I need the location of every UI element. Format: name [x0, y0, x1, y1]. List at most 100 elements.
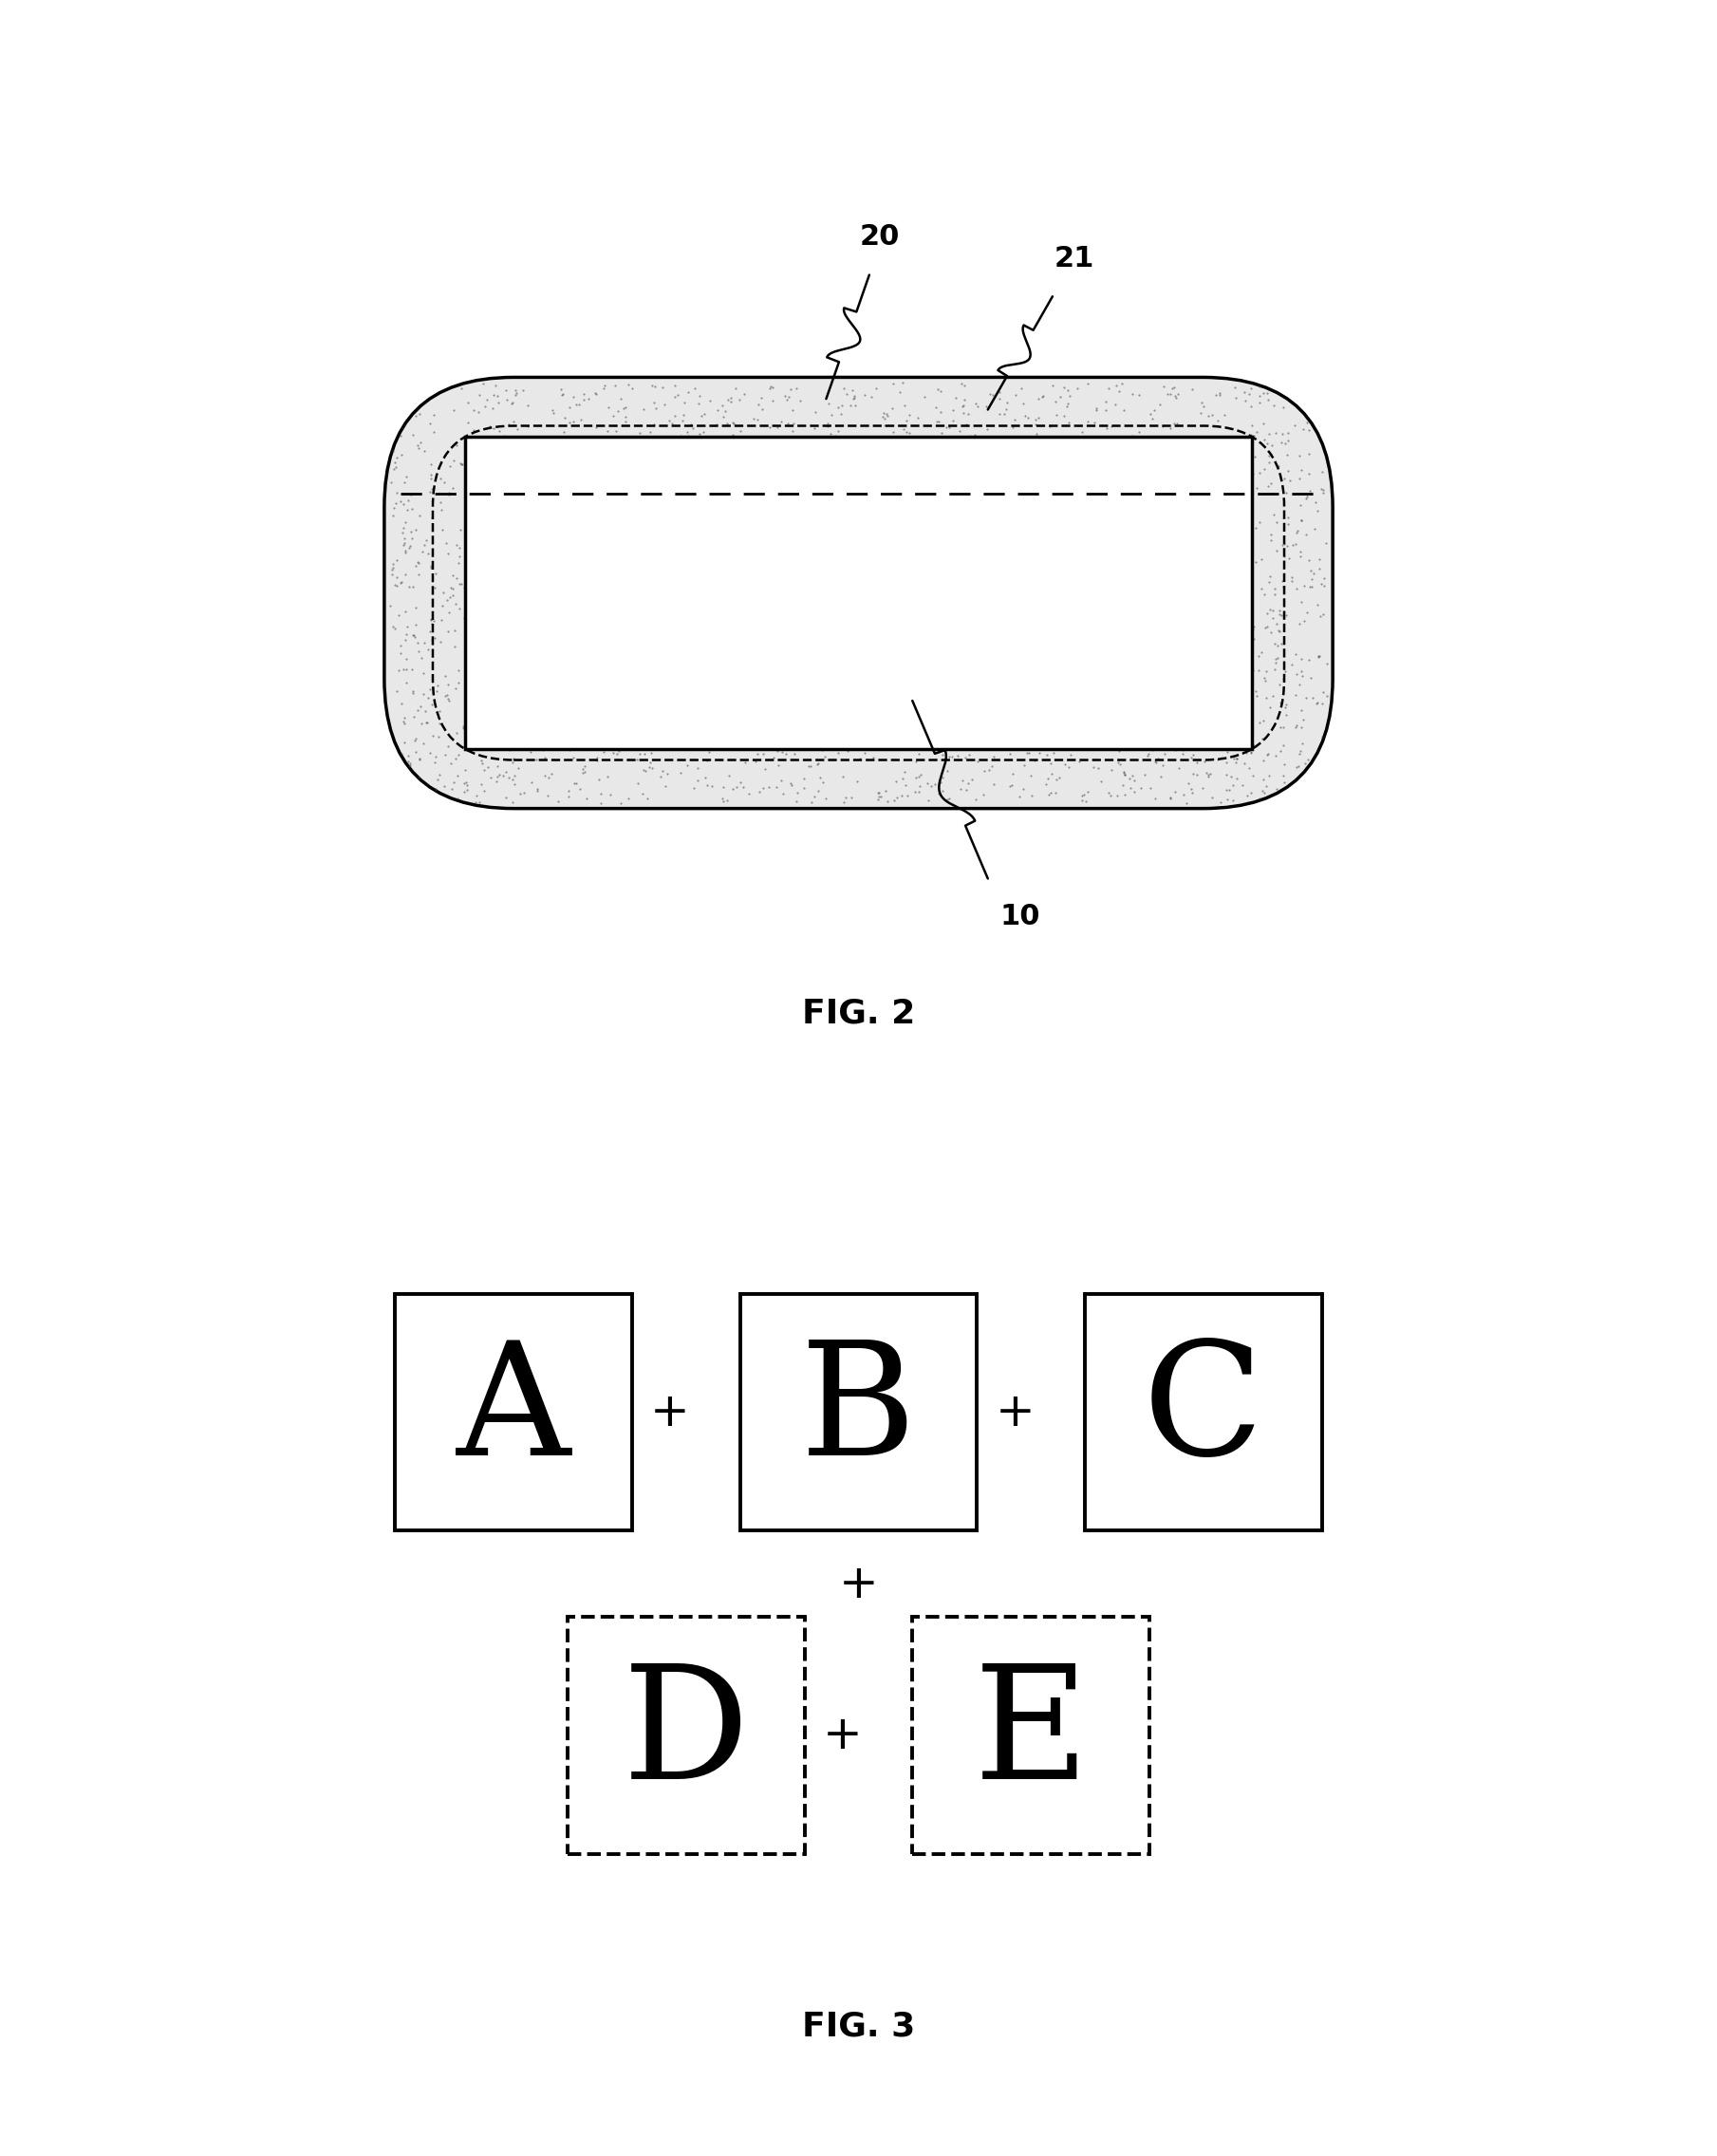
Point: [1212, 703, 1240, 737]
Point: [929, 761, 956, 796]
Point: [771, 647, 798, 681]
Point: [1202, 461, 1229, 496]
Point: [685, 455, 713, 489]
Point: [1257, 614, 1284, 649]
Point: [901, 420, 929, 455]
Point: [651, 455, 678, 489]
Point: [493, 662, 520, 696]
Point: [962, 571, 989, 606]
Point: [1003, 520, 1030, 554]
Point: [726, 573, 754, 608]
Point: [1054, 750, 1082, 785]
Point: [1104, 746, 1132, 780]
Point: [1281, 407, 1308, 442]
Point: [462, 634, 489, 668]
Point: [379, 763, 407, 798]
Point: [958, 761, 986, 796]
Point: [829, 474, 857, 509]
Point: [663, 448, 690, 483]
Point: [838, 694, 865, 729]
Point: [446, 446, 474, 481]
Point: [867, 640, 895, 675]
Point: [556, 733, 584, 768]
Point: [568, 433, 596, 468]
Point: [1109, 608, 1137, 642]
Point: [575, 440, 603, 474]
Point: [1027, 711, 1054, 746]
Point: [1310, 561, 1338, 595]
Point: [651, 502, 678, 537]
Point: [731, 746, 759, 780]
Point: [537, 584, 565, 619]
Point: [472, 451, 500, 485]
Point: [637, 746, 664, 780]
Point: [421, 604, 448, 638]
Point: [833, 459, 860, 494]
Point: [536, 683, 563, 718]
Point: [814, 410, 841, 444]
Point: [934, 567, 962, 602]
Point: [1138, 464, 1166, 498]
Point: [1154, 714, 1181, 748]
Point: [713, 662, 740, 696]
Point: [470, 388, 498, 423]
Point: [738, 507, 766, 541]
Point: [493, 373, 520, 407]
Point: [457, 535, 484, 569]
Point: [484, 433, 512, 468]
Point: [881, 671, 908, 705]
Point: [1044, 724, 1071, 759]
Point: [1101, 496, 1128, 530]
Point: [1312, 526, 1339, 561]
Point: [505, 750, 532, 785]
Point: [582, 377, 610, 412]
Point: [1080, 610, 1107, 645]
Point: [874, 783, 901, 817]
Point: [860, 658, 888, 692]
Point: [484, 759, 512, 793]
Point: [1245, 780, 1272, 815]
Point: [780, 573, 807, 608]
Point: [709, 770, 737, 804]
Point: [1145, 727, 1173, 761]
Point: [1161, 774, 1188, 808]
Point: [946, 772, 974, 806]
Point: [652, 597, 680, 632]
Point: [647, 550, 675, 584]
Point: [486, 459, 513, 494]
Point: [1003, 610, 1030, 645]
Point: [1039, 369, 1066, 403]
Point: [467, 768, 494, 802]
Point: [706, 431, 733, 466]
Point: [1250, 703, 1277, 737]
Point: [417, 602, 445, 636]
Point: [1185, 476, 1212, 511]
Point: [1265, 375, 1293, 410]
Point: [1042, 399, 1070, 433]
Point: [896, 582, 924, 617]
Point: [610, 390, 637, 425]
Point: [563, 677, 591, 711]
Point: [927, 530, 955, 565]
Point: [816, 433, 843, 468]
Point: [1070, 778, 1097, 813]
Point: [908, 664, 936, 699]
Point: [761, 636, 788, 671]
Point: [846, 617, 874, 651]
Point: [1253, 375, 1281, 410]
Point: [697, 565, 725, 599]
Point: [1083, 392, 1111, 427]
Point: [1173, 785, 1200, 819]
Point: [970, 444, 998, 479]
Point: [1286, 535, 1314, 569]
Point: [1305, 552, 1332, 586]
Point: [613, 444, 640, 479]
Point: [704, 448, 731, 483]
Point: [637, 558, 664, 593]
Point: [778, 550, 805, 584]
Point: [690, 496, 718, 530]
Point: [1008, 561, 1035, 595]
Point: [1037, 701, 1065, 735]
Point: [412, 375, 440, 410]
Point: [900, 567, 927, 602]
